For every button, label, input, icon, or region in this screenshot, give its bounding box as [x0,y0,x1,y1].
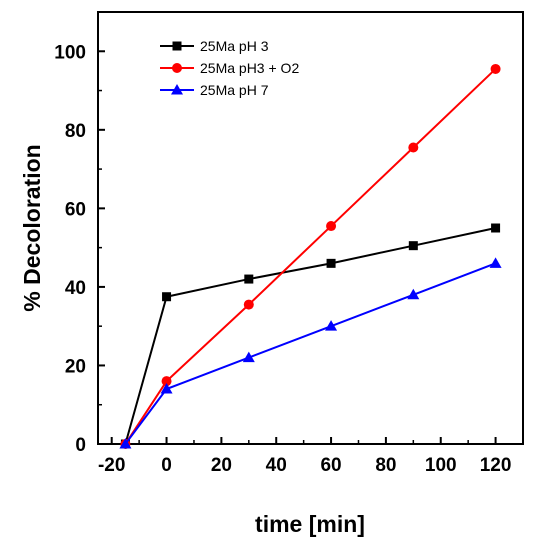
data-point [161,376,172,387]
y-tick-label: 100 [54,42,86,63]
data-point [242,351,255,363]
data-point [489,257,502,268]
series-line [124,262,496,445]
series-group [120,223,501,449]
data-point [160,383,173,394]
data-point [491,223,501,233]
data-point [162,292,172,302]
data-point [326,258,336,268]
plot-frame [97,11,524,445]
data-point [243,299,254,310]
data-point [326,221,337,232]
axis-ticks: -20 0 20 40 60 80 100 120 0 20 40 60 80 100 [54,11,512,476]
legend-item: 25Ma pH 7 [160,82,269,98]
data-point [172,63,182,73]
x-axis-title: time [min] [255,511,365,537]
x-tick-label: 120 [480,455,512,476]
series-line [124,227,496,445]
legend-label: 25Ma pH 3 [200,38,269,54]
data-point [119,438,132,449]
data-point [171,84,183,95]
legend-item: 25Ma pH3 + O2 [160,60,299,76]
y-tick-label: 60 [65,199,86,220]
legend-label: 25Ma pH 7 [200,82,269,98]
data-point [325,320,338,331]
y-tick-label: 20 [65,356,86,377]
y-axis-title: % Decoloration [19,144,45,311]
x-tick-label: 100 [425,455,457,476]
y-tick-label: 40 [65,278,86,299]
x-tick-label: 40 [266,455,287,476]
y-tick-label: 0 [75,435,86,456]
x-tick-label: 80 [375,455,396,476]
legend-label: 25Ma pH3 + O2 [200,60,299,76]
data-point [407,288,420,300]
series-group [119,257,502,449]
series-line [124,68,497,445]
x-tick-label: -20 [98,455,125,476]
data-point [490,63,501,74]
legend-item: 25Ma pH 3 [160,38,269,54]
legend: 25Ma pH 3 25Ma pH3 + O2 25Ma pH 7 [160,38,299,98]
x-tick-label: 60 [320,455,341,476]
x-tick-label: 20 [211,455,232,476]
data-point [408,241,418,251]
x-tick-label: 0 [161,455,172,476]
y-tick-label: 80 [65,121,86,142]
data-point [172,41,182,51]
series-group [120,63,501,449]
data-point [408,142,419,153]
series-layer [119,63,502,449]
data-point [244,274,254,284]
